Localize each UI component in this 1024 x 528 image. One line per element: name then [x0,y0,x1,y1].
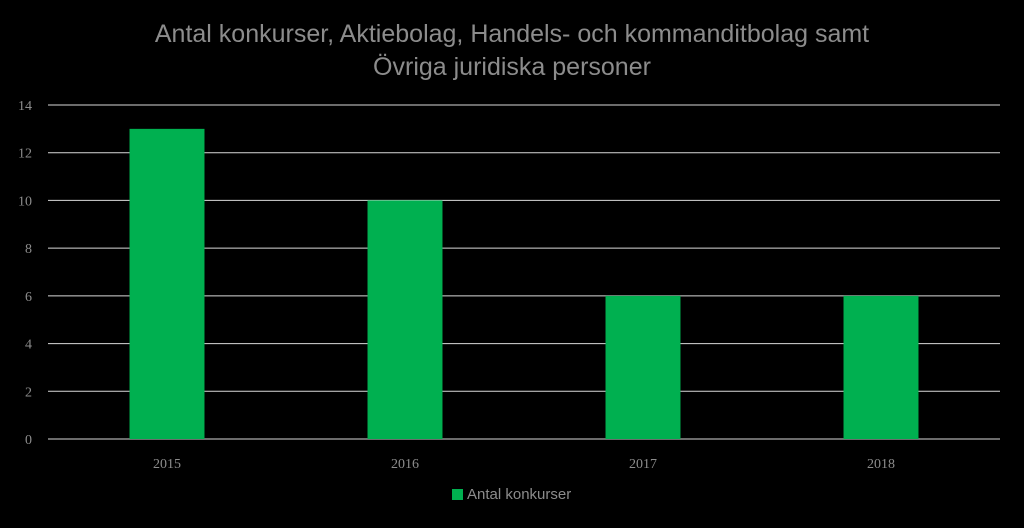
bar-2015 [129,128,205,439]
x-tick-label-2016: 2016 [391,457,419,472]
x-tick-label-2017: 2017 [629,457,657,472]
chart-title-line-1: Antal konkurser, Aktiebolag, Handels- oc… [154,20,870,48]
legend-label: Antal konkurser [467,486,571,503]
y-tick-label-6: 6 [25,290,32,305]
x-tick-label-2018: 2018 [867,457,895,472]
y-tick-label-12: 12 [18,147,32,162]
gridlines [48,104,1000,440]
y-tick-label-8: 8 [25,242,32,257]
legend-swatch [452,489,463,500]
legend: Antal konkurser [452,486,571,503]
bar-2017 [605,295,681,439]
y-axis-ticks: 0 2 4 6 8 10 12 14 [18,99,32,448]
x-axis-ticks: 2015 2016 2017 2018 [153,457,895,472]
y-tick-label-14: 14 [18,99,32,114]
bars [129,128,919,439]
y-tick-label-10: 10 [18,194,32,209]
y-tick-label-0: 0 [25,433,32,448]
bar-2018 [843,295,919,439]
bar-2016 [367,200,443,439]
chart-title-line-2: Övriga juridiska personer [373,53,651,81]
x-tick-label-2015: 2015 [153,457,181,472]
chart-title: Antal konkurser, Aktiebolag, Handels- oc… [0,18,1024,84]
y-tick-label-2: 2 [25,385,32,400]
y-tick-label-4: 4 [25,338,32,353]
